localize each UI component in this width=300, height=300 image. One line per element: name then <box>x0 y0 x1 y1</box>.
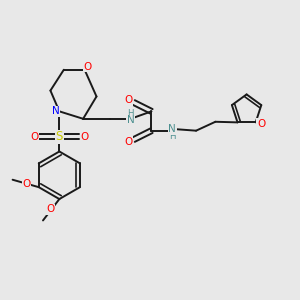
Text: O: O <box>22 178 30 189</box>
Text: N: N <box>127 115 135 125</box>
Text: O: O <box>83 62 92 72</box>
Text: O: O <box>124 95 132 105</box>
Text: N: N <box>168 124 176 134</box>
Text: O: O <box>46 204 55 214</box>
Text: N: N <box>52 106 60 116</box>
Text: H: H <box>169 131 175 140</box>
Text: O: O <box>30 132 38 142</box>
Text: O: O <box>80 132 89 142</box>
Text: O: O <box>124 137 132 147</box>
Text: S: S <box>56 130 63 143</box>
Text: H: H <box>128 109 134 118</box>
Text: O: O <box>257 119 265 129</box>
